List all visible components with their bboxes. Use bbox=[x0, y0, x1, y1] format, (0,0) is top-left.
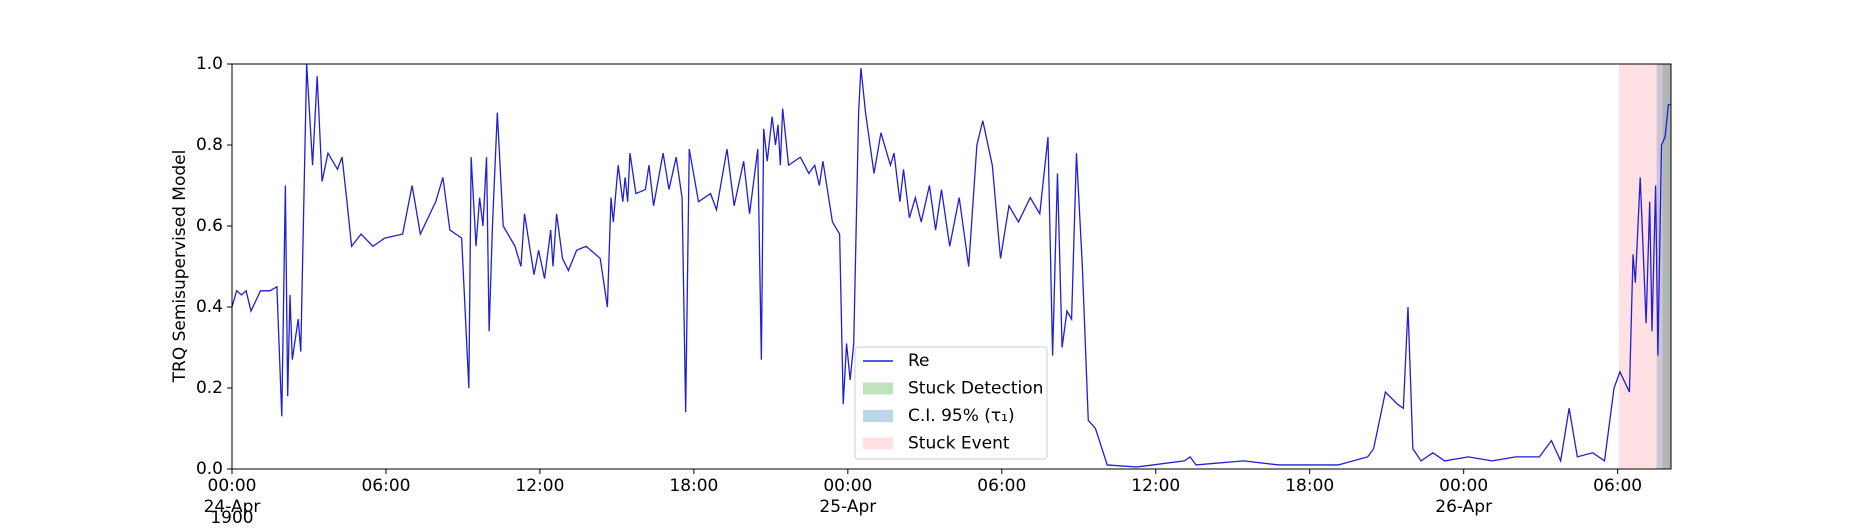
y-tick-label: 0.6 bbox=[196, 216, 223, 236]
legend-patch bbox=[863, 437, 893, 450]
y-tick-label: 0.2 bbox=[196, 378, 223, 398]
plot-frame bbox=[231, 63, 1672, 470]
y-tick-label: 0.4 bbox=[196, 297, 223, 317]
x-tick-label: 06:00 bbox=[1593, 476, 1643, 496]
legend-label: C.I. 95% (τ₁) bbox=[908, 406, 1015, 426]
y-tick-label: 0.0 bbox=[196, 459, 223, 479]
span bbox=[1662, 64, 1671, 469]
x-tick-label: 18:00 bbox=[669, 476, 719, 496]
legend-box bbox=[854, 346, 1048, 460]
span bbox=[1656, 64, 1671, 469]
legend: Re Stuck Detection C.I. 95% (τ₁) Stuck Even… bbox=[854, 346, 1048, 460]
legend-label: Re bbox=[908, 351, 930, 371]
legend-label: Stuck Event bbox=[908, 434, 1010, 454]
x-tick-label: 12:00 bbox=[515, 476, 565, 496]
x-tick-label: 12:00 bbox=[1131, 476, 1181, 496]
x-tick-label: 00:00 24-Apr bbox=[203, 476, 261, 517]
y-tick-label: 1.0 bbox=[196, 54, 223, 74]
x-tick-label: 00:00 26-Apr bbox=[1435, 476, 1493, 517]
legend-label: Stuck Detection bbox=[908, 379, 1043, 399]
series-line bbox=[231, 63, 1671, 468]
x-tick-label: 06:00 bbox=[977, 476, 1027, 496]
legend-patch bbox=[863, 410, 893, 422]
y-axis-label: TRQ Semisupervised Model bbox=[170, 150, 190, 384]
span bbox=[1618, 64, 1671, 469]
y-tick-label: 0.8 bbox=[196, 135, 223, 155]
legend-patch bbox=[863, 382, 893, 395]
x-offset-label: 1900 bbox=[210, 508, 254, 528]
x-tick-label: 18:00 bbox=[1285, 476, 1335, 496]
x-tick-label: 06:00 bbox=[361, 476, 411, 496]
x-tick-label: 00:00 25-Apr bbox=[819, 476, 877, 517]
